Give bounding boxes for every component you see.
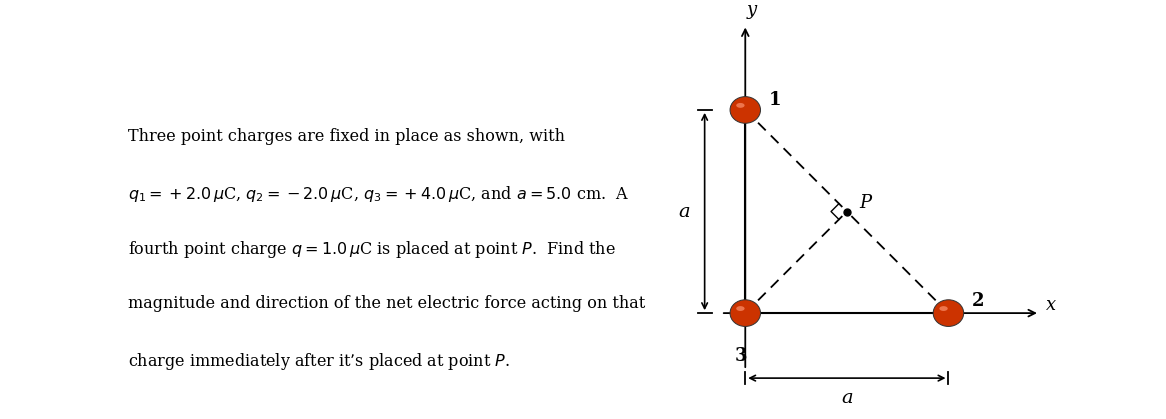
Ellipse shape <box>933 300 963 326</box>
Text: $q_1 = +2.0\,\mu$C, $q_2 = -2.0\,\mu$C, $q_3 = +4.0\,\mu$C, and $a = 5.0$ cm.  A: $q_1 = +2.0\,\mu$C, $q_2 = -2.0\,\mu$C, … <box>128 184 630 204</box>
Text: P: P <box>859 194 871 212</box>
Text: magnitude and direction of the net electric force acting on that: magnitude and direction of the net elect… <box>128 295 646 312</box>
Text: charge immediately after it’s placed at point $P$.: charge immediately after it’s placed at … <box>128 351 511 372</box>
Text: 1: 1 <box>768 91 781 109</box>
Text: y: y <box>746 0 757 18</box>
Text: Three point charges are fixed in place as shown, with: Three point charges are fixed in place a… <box>128 128 566 145</box>
Text: a: a <box>679 202 690 220</box>
Ellipse shape <box>736 103 745 108</box>
Ellipse shape <box>736 306 745 311</box>
Text: x: x <box>1046 296 1056 314</box>
Text: 2: 2 <box>971 292 984 310</box>
Text: fourth point charge $q = 1.0\,\mu$C is placed at point $P$.  Find the: fourth point charge $q = 1.0\,\mu$C is p… <box>128 239 616 260</box>
Text: a: a <box>841 389 852 407</box>
Ellipse shape <box>730 300 760 326</box>
Ellipse shape <box>730 97 760 123</box>
Text: 3: 3 <box>735 347 747 365</box>
Ellipse shape <box>940 306 948 311</box>
